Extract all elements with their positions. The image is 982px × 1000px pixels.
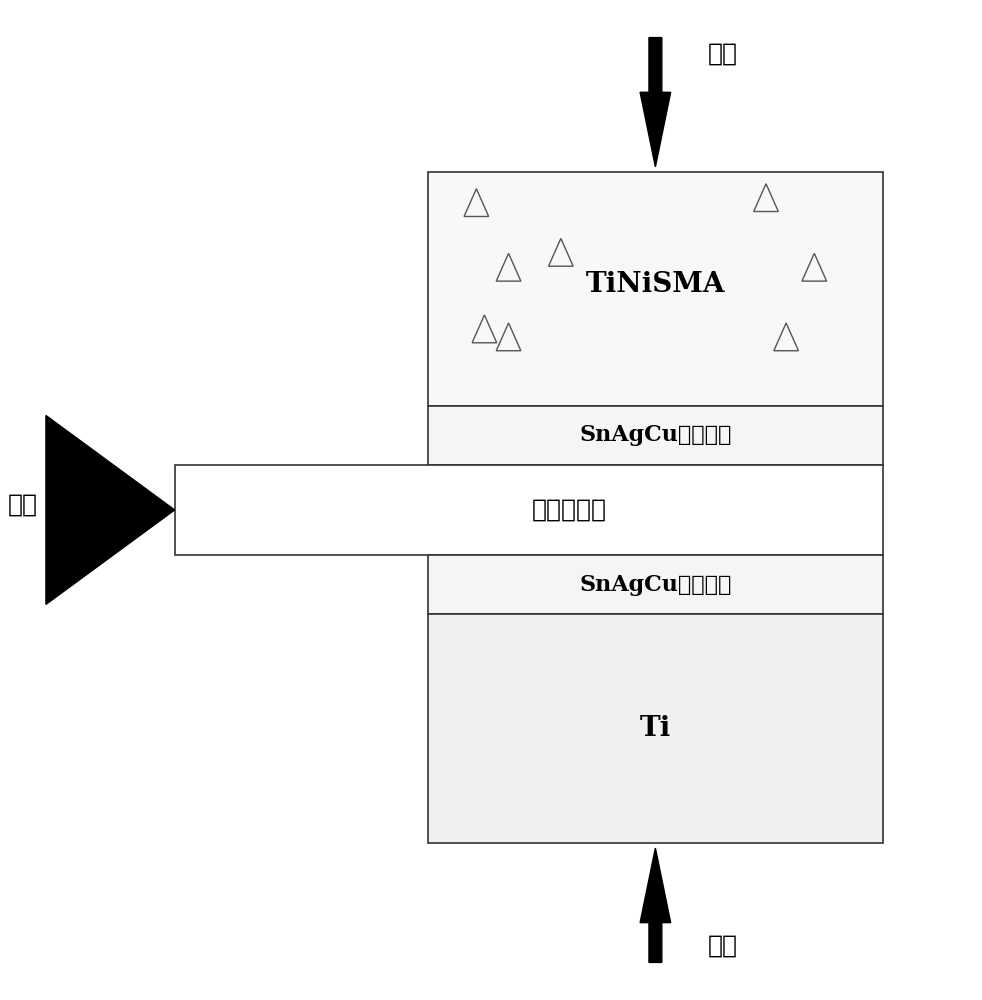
Text: Ti: Ti bbox=[639, 715, 671, 742]
FancyArrow shape bbox=[640, 848, 671, 962]
Bar bbox=[428, 555, 883, 614]
Text: 压力: 压力 bbox=[708, 43, 737, 66]
Text: 压力: 压力 bbox=[708, 934, 737, 957]
Bar bbox=[428, 172, 883, 406]
Bar bbox=[428, 406, 883, 465]
Bar bbox=[175, 465, 883, 555]
FancyArrow shape bbox=[640, 38, 671, 167]
Text: SnAgCu钉料箔片: SnAgCu钉料箔片 bbox=[579, 574, 732, 596]
Polygon shape bbox=[46, 415, 175, 604]
Text: 纳米多层膜: 纳米多层膜 bbox=[531, 498, 607, 522]
Text: 火焰: 火焰 bbox=[8, 493, 38, 516]
Text: TiNiSMA: TiNiSMA bbox=[585, 271, 725, 298]
Text: SnAgCu钉料箔片: SnAgCu钉料箔片 bbox=[579, 424, 732, 446]
Bar bbox=[428, 614, 883, 843]
